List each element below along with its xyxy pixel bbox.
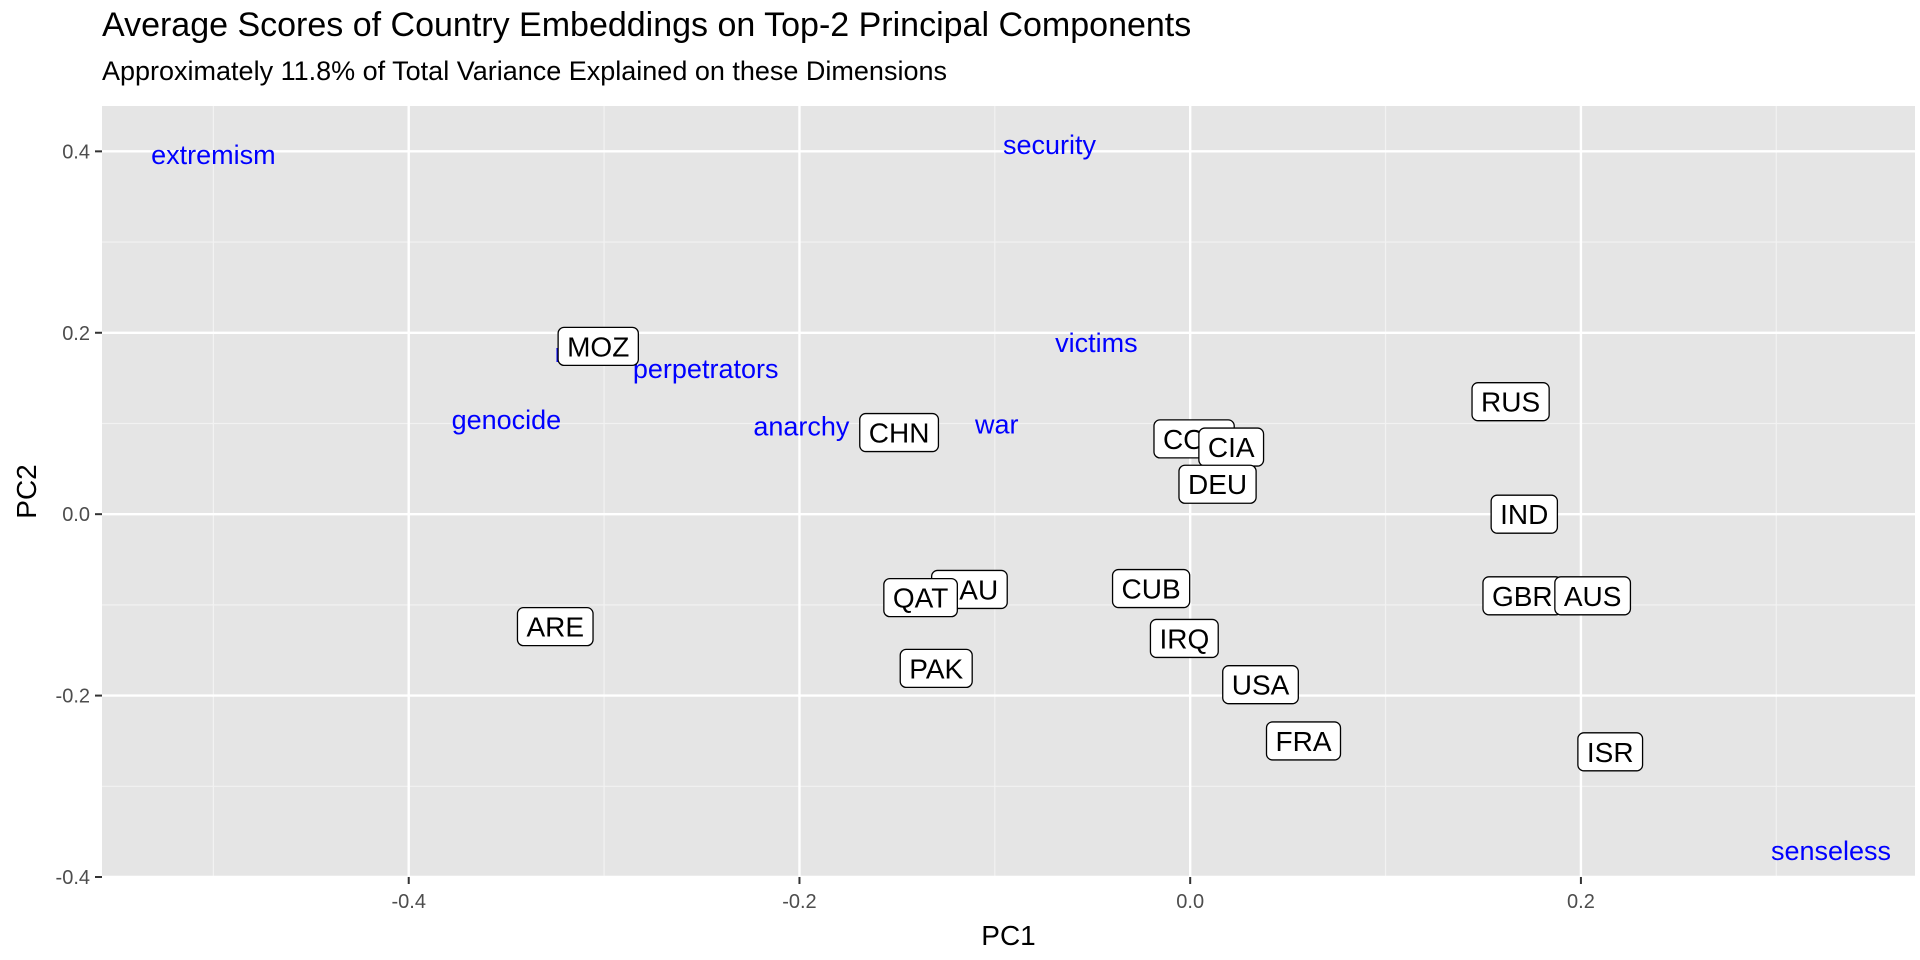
country-label-AUS: AUS	[1554, 576, 1632, 616]
country-label-CUB: CUB	[1111, 568, 1191, 609]
country-label-RUS: RUS	[1471, 382, 1550, 422]
country-code: AUS	[1564, 581, 1622, 612]
country-label-MOZ: MOZ	[557, 326, 639, 367]
label-box	[859, 412, 940, 453]
label-box	[1265, 721, 1342, 761]
country-code: IND	[1500, 499, 1548, 530]
label-box	[1490, 494, 1559, 534]
country-label-ARE: ARE	[516, 607, 594, 647]
country-code: IRQ	[1159, 623, 1209, 654]
x-tick-label: 0.0	[1176, 891, 1204, 913]
country-code: DEU	[1188, 469, 1247, 500]
country-code: CHN	[869, 418, 930, 449]
x-tick-label: 0.2	[1567, 891, 1595, 913]
y-tick-label: 0.4	[62, 141, 90, 163]
y-tick-label: -0.2	[56, 686, 90, 708]
country-code: ISR	[1587, 737, 1634, 768]
country-label-GBR: GBR	[1482, 576, 1563, 616]
word-label-perpetrators: perpetrators	[633, 354, 779, 384]
country-label-PAK: PAK	[899, 648, 973, 689]
label-box	[899, 648, 973, 689]
word-label-war: war	[974, 409, 1019, 439]
country-label-ISR: ISR	[1577, 732, 1644, 772]
word-labels: extremismsecurityracismvictimsperpetrato…	[151, 130, 1891, 866]
x-tick-label: -0.4	[391, 891, 425, 913]
x-tick-label: -0.2	[782, 891, 816, 913]
country-label-CHN: CHN	[859, 412, 940, 453]
country-label-FRA: FRA	[1265, 721, 1342, 761]
country-label-USA: USA	[1222, 665, 1299, 705]
label-box	[1149, 618, 1219, 659]
country-code: MOZ	[567, 331, 629, 362]
country-label-IRQ: IRQ	[1149, 618, 1219, 659]
country-code: FRA	[1276, 726, 1332, 757]
word-label-extremism: extremism	[151, 140, 276, 170]
y-tick-label: -0.4	[56, 867, 90, 889]
label-box	[1554, 576, 1632, 616]
y-axis-title: PC2	[11, 464, 42, 518]
country-code: USA	[1232, 670, 1290, 701]
label-box	[1577, 732, 1644, 772]
word-label-genocide: genocide	[452, 405, 562, 435]
country-code: QAT	[893, 583, 948, 614]
country-code: ARE	[526, 612, 584, 643]
chart-title: Average Scores of Country Embeddings on …	[102, 6, 1192, 44]
label-box	[557, 326, 639, 367]
country-code: CIA	[1208, 432, 1255, 463]
country-label-IND: IND	[1490, 494, 1559, 534]
country-label-DEU: DEU	[1178, 464, 1257, 504]
label-box	[883, 577, 958, 618]
y-tick-label: 0.2	[62, 323, 90, 345]
country-label-CIA: CIA	[1198, 427, 1265, 467]
label-box	[1111, 568, 1191, 609]
country-label-QAT: QAT	[883, 577, 958, 618]
word-label-security: security	[1003, 130, 1097, 160]
country-code: GBR	[1492, 581, 1553, 612]
axes: -0.4 -0.2 0.0 0.2 -0.4 -0.2 0.0 0.2 0.4	[56, 141, 1595, 913]
label-box	[1471, 382, 1550, 422]
word-label-victims: victims	[1055, 328, 1138, 358]
label-box	[516, 607, 594, 647]
chart-subtitle: Approximately 11.8% of Total Variance Ex…	[102, 56, 947, 86]
x-axis-title: PC1	[981, 920, 1035, 951]
label-box	[1222, 665, 1299, 705]
y-tick-label: 0.0	[62, 504, 90, 526]
label-box	[1178, 464, 1257, 504]
word-label-senseless: senseless	[1771, 836, 1891, 866]
country-code: PAK	[909, 653, 963, 684]
country-code: RUS	[1481, 387, 1540, 418]
word-label-anarchy: anarchy	[753, 411, 850, 441]
country-code: CUB	[1122, 574, 1181, 605]
